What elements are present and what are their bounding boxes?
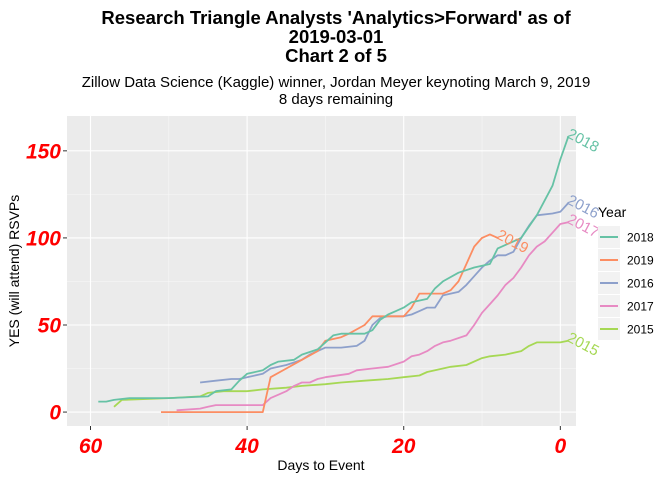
- y-tick-label: 100: [26, 227, 61, 250]
- series-line-2017: [176, 221, 569, 412]
- y-tick-label: 50: [38, 314, 62, 337]
- legend-label-2016: 2016: [627, 277, 654, 291]
- series-line-2018: [98, 136, 570, 403]
- chart-title-line-2: 2019-03-01: [288, 26, 384, 47]
- minor-gridlines: [67, 116, 576, 426]
- legend-label-2019: 2019: [627, 254, 654, 268]
- legend-label-2018: 2018: [627, 231, 654, 245]
- legend: Year 2018 2019 2016 2017 2015: [598, 204, 654, 340]
- y-tick-label: 150: [26, 140, 61, 163]
- series-line-2019: [161, 233, 499, 413]
- axes: 60 40 20 0 0 50 100 150: [26, 140, 567, 458]
- chart-title-line-3: Chart 2 of 5: [285, 45, 387, 66]
- legend-label-2017: 2017: [627, 300, 654, 314]
- legend-label-2015: 2015: [627, 323, 654, 337]
- x-axis-title: Days to Event: [277, 457, 364, 473]
- x-tick-label: 60: [79, 435, 103, 458]
- legend-title: Year: [598, 204, 627, 220]
- series-lines: [98, 136, 570, 413]
- series-line-2016: [199, 202, 569, 384]
- y-tick-label: 0: [49, 402, 61, 425]
- x-tick-label: 20: [391, 435, 416, 458]
- chart-title-line-1: Research Triangle Analysts 'Analytics>Fo…: [101, 7, 571, 28]
- chart-subtitle-line-1: Zillow Data Science (Kaggle) winner, Jor…: [81, 74, 591, 91]
- plot-panel: [67, 116, 576, 426]
- chart-subtitle-line-2: 8 days remaining: [278, 91, 394, 108]
- y-axis-title: YES (will attend) RSVPs: [6, 195, 22, 348]
- x-tick-label: 40: [234, 435, 259, 458]
- x-tick-label: 0: [554, 435, 566, 458]
